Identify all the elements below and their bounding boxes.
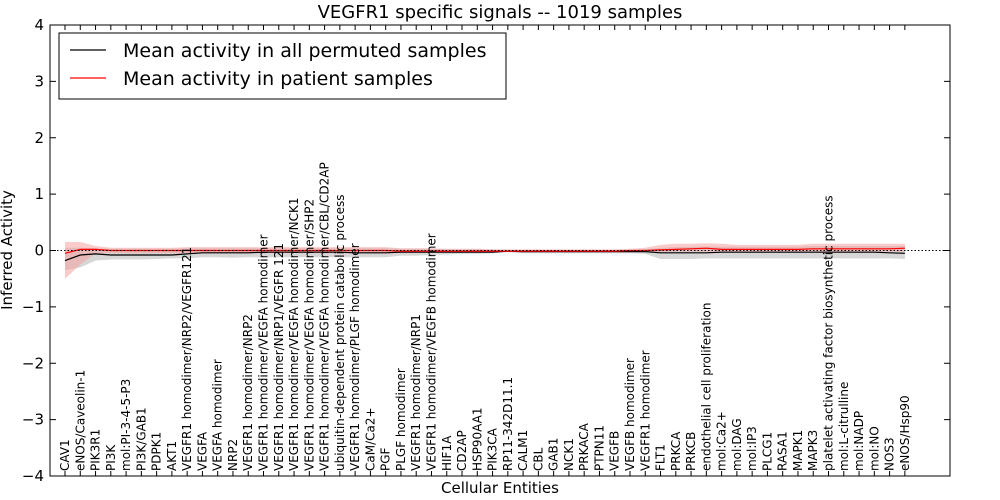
x-tick-label: PI3K [104, 444, 118, 471]
y-tick-label: 0 [34, 242, 44, 260]
x-tick-label: PTPN11 [592, 425, 606, 471]
y-tick-label: 1 [34, 185, 44, 203]
y-tick-label: −2 [22, 354, 44, 372]
x-tick-label: VEGFR1 homodimer/NRP1/VEGFR 121 [272, 243, 286, 471]
x-tick-label: MAPK3 [806, 430, 820, 471]
y-tick-label: −4 [22, 467, 44, 485]
x-tick-label: mol:IP3 [745, 426, 759, 471]
x-tick-label: PDPK1 [150, 432, 164, 471]
x-tick-label: NOS3 [883, 437, 897, 471]
x-tick-label: CALM1 [516, 430, 530, 471]
x-tick-label: mol:NADP [852, 411, 866, 471]
x-tick-label: HIF1A [440, 435, 454, 471]
x-tick-label: NCK1 [562, 438, 576, 471]
y-tick-label: −3 [22, 411, 44, 429]
x-tick-label: CD2AP [455, 430, 469, 471]
x-tick-label: CAV1 [58, 439, 72, 471]
x-tick-label: VEGFR1 homodimer/PLGF homodimer [348, 243, 362, 471]
x-tick-label: PLGF homodimer [394, 368, 408, 471]
x-tick-label: PRKCB [684, 432, 698, 471]
chart-title: VEGFR1 specific signals -- 1019 samples [318, 2, 683, 23]
x-tick-label: eNOS/Hsp90 [898, 395, 912, 471]
x-tick-label: GAB1 [547, 438, 561, 471]
x-tick-label: VEGFA [195, 431, 209, 471]
y-axis-label: Inferred Activity [0, 190, 16, 310]
x-tick-label: VEGFR1 homodimer/NRP2/VEGFR121 [180, 247, 194, 471]
y-tick-label: 3 [34, 72, 44, 90]
x-tick-label: FLT1 [654, 444, 668, 471]
x-tick-label: VEGFR1 homodimer/VEGFA homodimer/NCK1 [287, 197, 301, 471]
x-tick-label: PIK3CA [486, 427, 500, 471]
y-tick-label: −1 [22, 298, 44, 316]
x-tick-label: RP11-342D11.1 [501, 377, 515, 471]
x-tick-label: VEGFR1 homodimer/VEGFA homodimer [257, 234, 271, 471]
y-axis-ticks: −4 −3 −2 −1 0 1 2 3 4 [22, 16, 950, 485]
x-tick-label: PIK3R1 [89, 429, 103, 471]
x-tick-label: platelet activating factor biosynthetic … [822, 195, 836, 471]
x-tick-label: VEGFR1 homodimer/VEGFA homodimer/SHP2 [302, 199, 316, 471]
x-tick-label: NRP2 [226, 439, 240, 471]
x-tick-label: PLCG1 [760, 432, 774, 471]
x-tick-label: VEGFR1 homodimer/NRP2 [241, 314, 255, 471]
x-tick-label: PI3K/GAB1 [134, 407, 148, 471]
x-tick-label: CBL [531, 447, 545, 471]
x-tick-label: mol:DAG [730, 418, 744, 471]
x-tick-label: mol:NO [867, 426, 881, 471]
x-tick-label: mol:L-citrulline [837, 382, 851, 471]
y-tick-label: 4 [34, 16, 44, 34]
legend-label-permuted: Mean activity in all permuted samples [123, 40, 486, 62]
legend-label-patient: Mean activity in patient samples [123, 68, 433, 90]
x-tick-label: PRKACA [577, 422, 591, 471]
x-tick-label: VEGFR1 homodimer/NRP1 [409, 314, 423, 471]
x-axis-label: Cellular Entities [441, 479, 559, 497]
x-tick-label: VEGFB homodimer [623, 358, 637, 471]
x-tick-label: PRKCA [669, 431, 683, 471]
x-tick-label: VEGFR1 homodimer/VEGFA homodimer/CBL/CD2… [318, 162, 332, 471]
x-tick-label: MAPK1 [791, 430, 805, 471]
x-tick-label: endothelial cell proliferation [699, 303, 713, 471]
x-tick-label: ubiquitin-dependent protein catabolic pr… [333, 195, 347, 471]
band-patient [65, 242, 905, 279]
x-tick-label: VEGFR1 homodimer [638, 350, 652, 471]
y-tick-label: 2 [34, 129, 44, 147]
x-tick-label: mol:PI-3-4-5-P3 [119, 379, 133, 471]
x-tick-label: VEGFA homodimer [211, 359, 225, 471]
legend: Mean activity in all permuted samples Me… [58, 32, 507, 100]
x-tick-label: PGF [379, 447, 393, 471]
x-tick-label: mol:Ca2+ [715, 411, 729, 471]
x-tick-label: eNOS/Caveolin-1 [73, 370, 87, 471]
x-axis-ticks: CAV1 eNOS/Caveolin-1 PIK3R1 PI3K mol:PI-3-4-… [58, 25, 912, 476]
x-tick-label: AKT1 [165, 441, 179, 471]
legend-box [58, 32, 507, 100]
x-tick-label: RASA1 [776, 431, 790, 471]
x-tick-label: VEGFR1 homodimer/VEGFB homodimer [424, 233, 438, 471]
x-tick-label: VEGFB [608, 431, 622, 471]
x-tick-label: HSP90AA1 [470, 407, 484, 471]
series-line-permuted [64, 250, 905, 262]
x-tick-label: CaM/Ca2+ [363, 407, 377, 471]
